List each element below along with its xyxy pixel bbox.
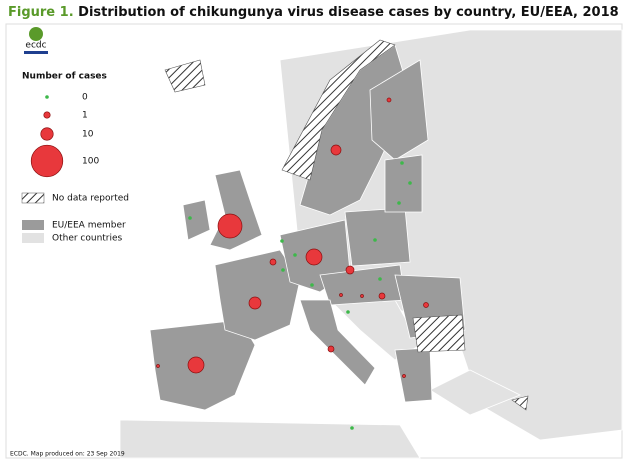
legend-size-label: 0	[82, 93, 88, 103]
no-data-areas	[164, 39, 529, 411]
legend-symbol	[43, 111, 51, 119]
figure-title: Figure 1. Distribution of chikungunya vi…	[8, 5, 619, 20]
legend-symbol	[30, 144, 64, 178]
zero-case-markers	[188, 161, 412, 430]
legend: Number of cases 0 1 10 100 No data reported…	[21, 72, 129, 244]
legend-symbol	[45, 95, 49, 99]
ecdc-logo: ecdc	[24, 27, 48, 54]
logo-text: ecdc	[25, 41, 46, 51]
legend-hatch: No data reported	[52, 194, 129, 204]
legend-title: Number of cases	[22, 72, 107, 82]
legend-symbol	[40, 127, 54, 141]
legend-size-label: 100	[82, 157, 99, 167]
member-swatch	[22, 220, 44, 230]
legend-size-label: 1	[82, 111, 88, 121]
case-bubbles	[156, 97, 429, 378]
hatch-swatch	[21, 192, 45, 204]
title: Distribution of chikungunya virus diseas…	[78, 5, 619, 20]
legend-member: EU/EEA member	[52, 221, 126, 231]
figure-label: Figure 1.	[8, 5, 74, 20]
legend-size-label: 10	[82, 130, 94, 140]
legend-other: Other countries	[52, 234, 123, 244]
other-swatch	[22, 233, 44, 243]
footer: ECDC. Map produced on: 23 Sep 2019	[10, 451, 125, 458]
